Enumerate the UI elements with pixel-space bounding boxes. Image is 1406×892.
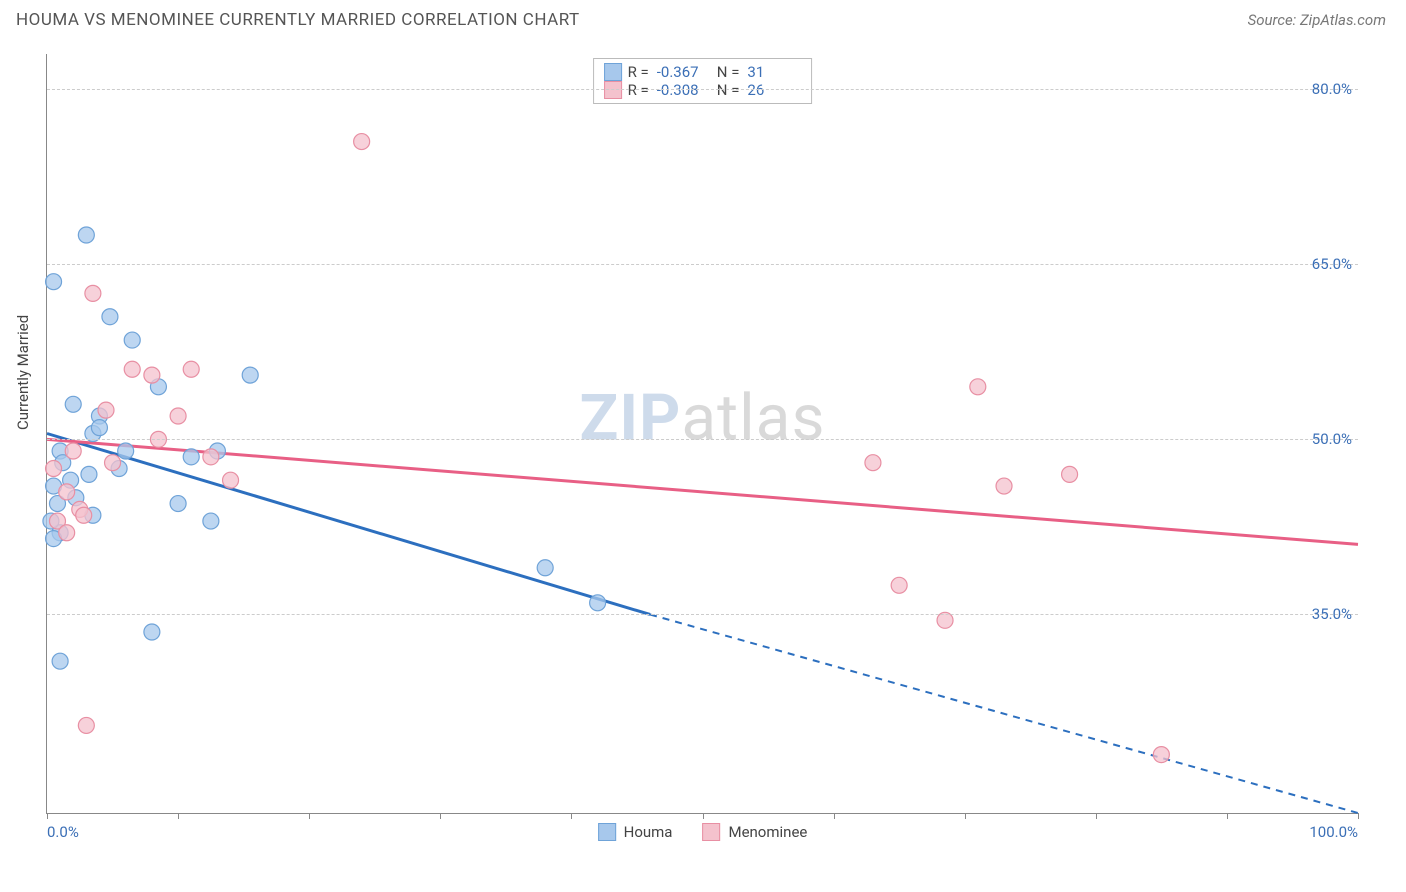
chart-area: ZIPatlas R = -0.367 N = 31 R = -0.308 N … <box>46 54 1358 814</box>
legend-bottom-menominee: Menominee <box>702 823 807 841</box>
y-tick-label: 65.0% <box>1312 255 1352 273</box>
x-tick-label: 100.0% <box>1309 823 1358 841</box>
legend-swatch-houma <box>604 63 622 81</box>
legend-r-houma: -0.367 <box>657 63 711 81</box>
legend-n-houma: 31 <box>747 63 801 81</box>
source-label: Source: ZipAtlas.com <box>1248 11 1386 29</box>
legend-bottom-label-houma: Houma <box>624 823 673 841</box>
legend-bottom: Houma Menominee <box>598 823 808 841</box>
y-tick-label: 50.0% <box>1312 430 1352 448</box>
y-tick-label: 35.0% <box>1312 605 1352 623</box>
title-row: HOUMA VS MENOMINEE CURRENTLY MARRIED COR… <box>0 0 1406 34</box>
y-axis-label: Currently Married <box>14 315 32 430</box>
legend-bottom-houma: Houma <box>598 823 673 841</box>
chart-title: HOUMA VS MENOMINEE CURRENTLY MARRIED COR… <box>16 10 580 30</box>
y-tick-label: 80.0% <box>1312 80 1352 98</box>
legend-bottom-swatch-houma <box>598 823 616 841</box>
legend-top-row-houma: R = -0.367 N = 31 <box>604 63 802 81</box>
legend-n-label: N = <box>717 63 740 81</box>
legend-r-label: R = <box>628 63 649 81</box>
plot-svg <box>47 54 1358 813</box>
legend-bottom-swatch-menominee <box>702 823 720 841</box>
x-tick-label: 0.0% <box>47 823 79 841</box>
legend-top: R = -0.367 N = 31 R = -0.308 N = 26 <box>593 58 813 104</box>
legend-bottom-label-menominee: Menominee <box>728 823 807 841</box>
